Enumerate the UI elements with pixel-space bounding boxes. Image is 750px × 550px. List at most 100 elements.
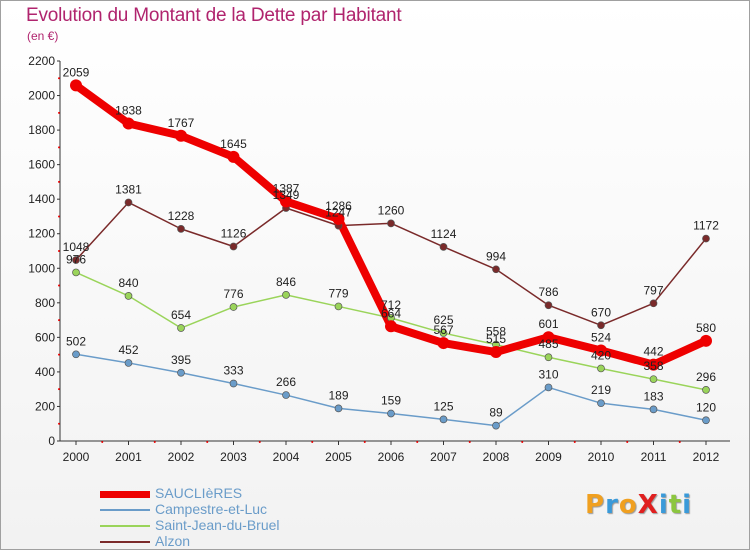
data-label: 442	[643, 345, 663, 359]
x-minor-tick	[626, 441, 629, 443]
legend-swatch	[100, 491, 150, 498]
data-point	[124, 198, 133, 207]
x-tick-label: 2012	[693, 450, 720, 464]
x-tick-label: 2003	[220, 450, 247, 464]
y-tick-label: 1400	[28, 192, 55, 206]
chart-title: Evolution du Montant de la Dette par Hab…	[26, 5, 402, 26]
data-label: 452	[118, 343, 138, 357]
data-point	[332, 212, 345, 225]
logo-letter: o	[618, 490, 638, 520]
data-label: 1172	[693, 219, 719, 233]
chart-subtitle: (en €)	[27, 29, 59, 43]
data-point	[72, 256, 80, 264]
data-label: 395	[171, 353, 191, 367]
legend-item: Alzon	[100, 533, 350, 550]
data-point	[647, 358, 660, 371]
legend-swatch	[100, 525, 150, 527]
y-minor-tick	[58, 284, 60, 287]
data-point	[280, 195, 292, 208]
data-label: 1228	[168, 209, 195, 223]
data-label: 654	[171, 308, 191, 322]
data-label: 189	[328, 388, 348, 402]
x-minor-tick	[258, 441, 261, 443]
data-point	[177, 368, 185, 377]
data-point	[702, 234, 710, 243]
data-point	[544, 301, 553, 310]
data-point	[597, 364, 605, 373]
data-point	[282, 291, 290, 299]
y-tick-label: 1200	[28, 227, 55, 241]
y-tick-label: 2200	[28, 54, 55, 68]
data-point	[542, 331, 555, 344]
legend-label: Saint-Jean-du-Bruel	[155, 517, 280, 533]
x-tick-label: 2010	[588, 450, 615, 464]
y-minor-tick	[58, 250, 60, 252]
data-point	[387, 409, 395, 418]
data-label: 670	[591, 305, 611, 319]
legend-label: SAUCLIèRES	[155, 485, 243, 501]
x-tick-label: 2009	[535, 450, 562, 464]
x-tick-label: 2005	[325, 450, 352, 464]
data-point	[227, 150, 240, 163]
data-label: 1767	[168, 116, 195, 130]
data-label: 502	[66, 334, 86, 348]
data-point	[122, 117, 135, 130]
x-tick-label: 2006	[378, 450, 405, 464]
y-minor-tick	[58, 146, 60, 149]
data-label: 797	[643, 283, 663, 297]
data-label: 120	[696, 400, 716, 414]
data-label: 358	[643, 359, 663, 373]
x-tick-label: 2008	[483, 450, 510, 464]
data-point	[387, 219, 395, 228]
data-label: 776	[223, 287, 243, 301]
data-point	[649, 405, 658, 414]
data-label: 310	[538, 367, 558, 381]
y-tick-label: 1600	[28, 158, 55, 172]
data-label: 1349	[273, 188, 300, 202]
data-label: 296	[696, 370, 716, 384]
data-point	[439, 243, 448, 251]
y-tick-label: 0	[48, 434, 55, 448]
x-tick-label: 2004	[273, 450, 300, 464]
data-label: 266	[276, 375, 296, 389]
data-point	[334, 404, 343, 413]
y-tick-label: 2000	[28, 89, 55, 103]
data-label: 601	[538, 317, 558, 331]
data-point	[175, 129, 187, 142]
y-tick-label: 400	[35, 365, 55, 379]
data-point	[70, 79, 82, 92]
data-point	[177, 225, 185, 233]
data-point	[124, 292, 133, 300]
data-label: 558	[486, 325, 506, 339]
data-point	[72, 268, 80, 277]
data-label: 159	[381, 394, 401, 408]
y-minor-tick	[58, 319, 60, 322]
data-point	[124, 359, 133, 367]
data-label: 976	[66, 252, 86, 266]
data-label: 89	[489, 406, 503, 420]
y-minor-tick	[58, 215, 60, 218]
legend-item: SAUCLIèRES	[100, 485, 350, 502]
y-tick-label: 200	[35, 399, 55, 413]
x-minor-tick	[468, 441, 471, 443]
data-label: 1381	[115, 182, 142, 196]
data-point	[492, 265, 500, 274]
data-point	[700, 334, 712, 347]
legend-item: Saint-Jean-du-Bruel	[100, 517, 350, 534]
data-label: 994	[486, 249, 506, 263]
x-tick-label: 2002	[168, 450, 195, 464]
y-minor-tick	[58, 180, 60, 183]
data-label: 219	[591, 383, 611, 397]
data-point	[177, 324, 185, 332]
data-point	[282, 391, 290, 399]
data-label: 485	[538, 337, 558, 351]
y-tick-label: 600	[35, 330, 55, 344]
legend-label: Alzon	[155, 533, 191, 549]
data-point	[385, 320, 397, 333]
data-label: 580	[696, 321, 716, 335]
y-tick-label: 800	[35, 296, 55, 310]
data-label: 1260	[378, 203, 405, 217]
data-point	[702, 416, 710, 425]
data-label: 786	[538, 285, 558, 299]
